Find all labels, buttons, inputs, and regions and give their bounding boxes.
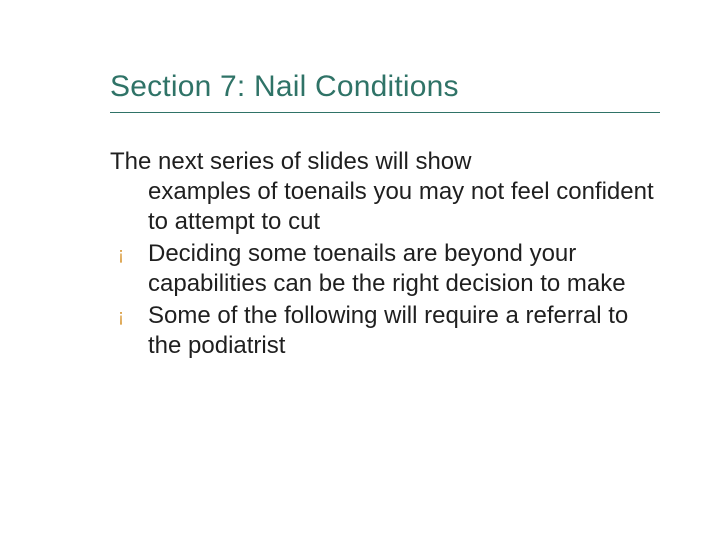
title-divider	[110, 112, 660, 113]
bullet-icon: ¡	[118, 239, 124, 269]
intro-rest-lines: examples of toenails you may not feel co…	[110, 177, 660, 237]
list-item: ¡ Deciding some toenails are beyond your…	[118, 239, 660, 299]
bullet-list: ¡ Deciding some toenails are beyond your…	[110, 239, 660, 361]
list-item-text: Deciding some toenails are beyond your c…	[148, 240, 626, 297]
slide: Section 7: Nail Conditions The next seri…	[0, 0, 720, 540]
bullet-icon: ¡	[118, 301, 124, 331]
slide-title: Section 7: Nail Conditions	[110, 70, 660, 104]
list-item-text: Some of the following will require a ref…	[148, 302, 628, 359]
list-item: ¡ Some of the following will require a r…	[118, 301, 660, 361]
intro-text: The next series of slides will show exam…	[110, 147, 660, 237]
intro-first-line: The next series of slides will show	[110, 148, 471, 175]
